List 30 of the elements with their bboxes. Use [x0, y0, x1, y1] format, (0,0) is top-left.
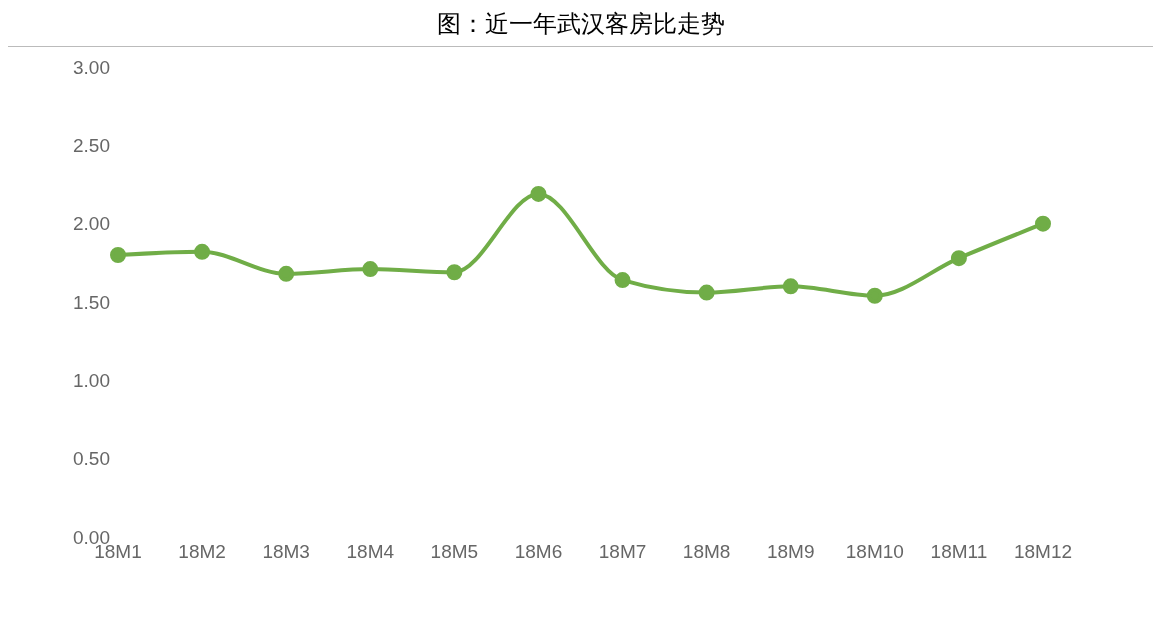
- x-tick-label: 18M3: [262, 541, 310, 563]
- chart-title: 图：近一年武汉客房比走势: [8, 8, 1153, 47]
- point: [866, 287, 883, 304]
- point: [446, 264, 463, 281]
- y-tick-label: 1.00: [73, 370, 110, 392]
- x-tick-label: 18M9: [766, 541, 815, 563]
- x-tick-label: 18M4: [346, 541, 395, 563]
- x-tick-label: 18M7: [598, 541, 647, 563]
- x-tick-label: 18M12: [1013, 541, 1073, 563]
- point: [614, 272, 631, 289]
- x-tick-label: 18M5: [430, 541, 479, 563]
- x-tick-label: 18M8: [682, 541, 731, 563]
- point: [194, 243, 211, 260]
- point: [278, 265, 295, 282]
- point: [698, 284, 715, 301]
- y-tick-label: 0.50: [73, 448, 110, 470]
- y-tick-label: 2.50: [73, 135, 110, 157]
- point: [362, 261, 379, 278]
- point: [530, 185, 547, 202]
- y-tick-label: 2.00: [73, 213, 110, 235]
- point: [110, 247, 126, 263]
- y-tick-label: 3.00: [73, 56, 110, 78]
- x-tick-label: 18M6: [514, 541, 563, 563]
- x-tick-label: 18M2: [178, 541, 226, 563]
- point: [950, 250, 967, 267]
- x-tick-label: 18M11: [930, 541, 988, 563]
- y-tick-label: 1.50: [73, 291, 110, 313]
- point: [782, 278, 799, 295]
- point: [1035, 215, 1051, 232]
- x-tick-label: 18M10: [845, 541, 904, 563]
